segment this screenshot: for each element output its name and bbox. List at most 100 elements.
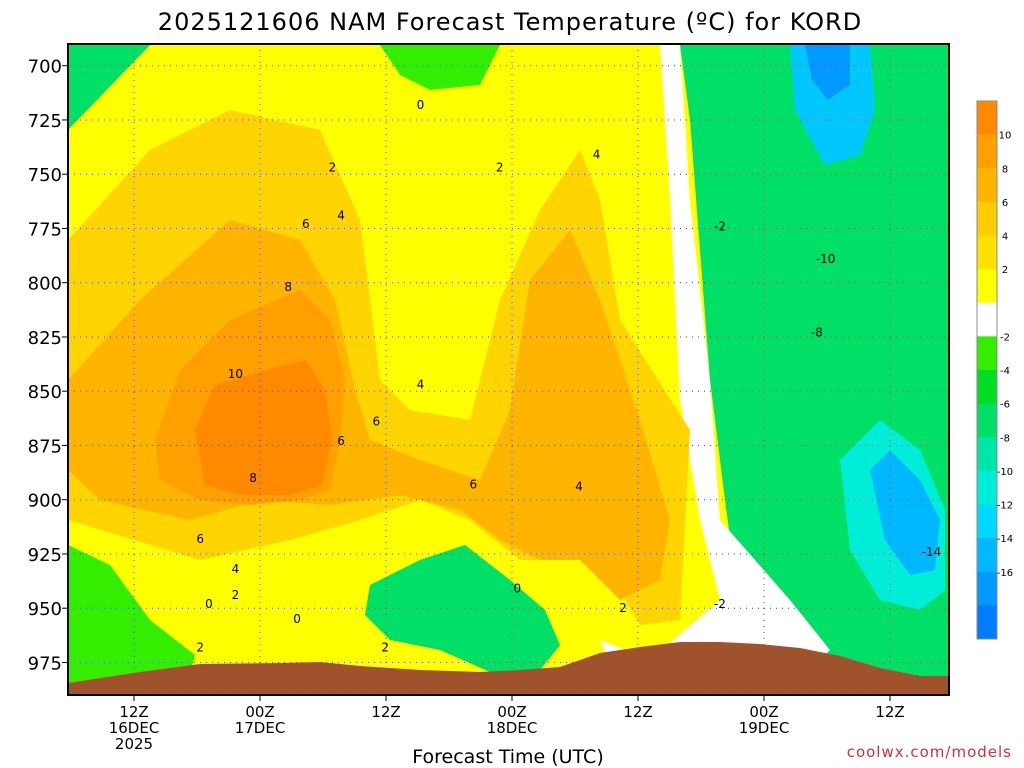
contour-label: 6: [302, 217, 310, 231]
colorbar-legend: 10 8 6 4 2 -2 -4 -6 -8 -10 -12 -14 -16: [976, 100, 1013, 640]
contour-labels: 0 2 2 4 4 6 8 10 4 6 6 8 6 4 6 4 0 2 2 0 2 0 2 -2 -2 -10 -8 -14: [196, 98, 941, 655]
contour-label: -8: [811, 326, 823, 340]
orange-region: [68, 220, 670, 600]
colorbar-label: -16: [997, 568, 1013, 579]
colorbar-label: -8: [1000, 433, 1010, 444]
contour-label: 2: [619, 601, 627, 615]
y-tick-label: 900: [28, 491, 62, 512]
x-tick-label: 00Z: [245, 703, 274, 721]
x-tick-label: 17DEC: [235, 719, 286, 737]
colorbar-swatch: [977, 269, 997, 304]
plot-frame: [67, 43, 950, 696]
y-tick-label: 700: [28, 57, 62, 78]
contour-label: 2: [196, 640, 204, 654]
contour-label: 2: [381, 640, 389, 654]
x-tick-label: 18DEC: [487, 719, 538, 737]
x-tick-label: 12Z: [623, 703, 652, 721]
colorbar-label: 2: [1002, 265, 1008, 276]
cold-pocket-center: [365, 545, 560, 672]
colorbar-label: -2: [1000, 332, 1010, 343]
coldest-core-top: [805, 45, 850, 100]
colorbar-swatch: [977, 235, 997, 270]
colorbar-swatch: [977, 437, 997, 472]
contour-label: 0: [513, 582, 521, 596]
contour-label: 4: [232, 562, 240, 576]
colorbar-swatch: [977, 605, 997, 640]
y-tick-label: 800: [28, 274, 62, 295]
y-tick-label: 725: [28, 111, 62, 132]
contour-label: 8: [284, 280, 292, 294]
x-tick-label: 12Z: [875, 703, 904, 721]
gridlines: [68, 44, 949, 695]
contour-label: 8: [249, 471, 257, 485]
colorbar-swatch: [977, 403, 997, 438]
colorbar-swatch: [977, 538, 997, 573]
contour-label: -14: [922, 545, 942, 559]
contour-label: 10: [228, 367, 243, 381]
contour-label: 6: [337, 434, 345, 448]
x-tick-label: 19DEC: [739, 719, 790, 737]
y-tick-label: 825: [28, 328, 62, 349]
x-tick-label: 00Z: [749, 703, 778, 721]
colorbar-label: -6: [1000, 400, 1010, 411]
contour-label: -2: [714, 597, 726, 611]
white-freezing-zone: [600, 45, 830, 690]
colorbar-label: 10: [999, 131, 1012, 142]
contour-label: 2: [328, 161, 336, 175]
colorbar-swatch: [977, 134, 997, 169]
chart-title: 2025121606 NAM Forecast Temperature (ºC)…: [158, 8, 862, 36]
contour-label: 2: [496, 161, 504, 175]
colorbar-label: -4: [1000, 366, 1010, 377]
coldest-core-right: [870, 450, 940, 575]
contour-label: 0: [293, 612, 301, 626]
contour-label: 2: [232, 588, 240, 602]
y-tick-label: 850: [28, 382, 62, 403]
x-tick-label: 16DEC: [109, 719, 160, 737]
colorbar-swatch: [977, 370, 997, 405]
colorbar-swatch: [977, 470, 997, 505]
contour-label: 0: [205, 597, 213, 611]
temperature-field: [68, 44, 949, 695]
colorbar-swatch: [977, 504, 997, 539]
y-tick-label: 750: [28, 165, 62, 186]
colorbar-swatch: [977, 201, 997, 236]
contour-label: 6: [469, 478, 477, 492]
cold-pocket-left: [68, 545, 195, 685]
colorbar-label: -10: [997, 467, 1013, 478]
colorbar-swatch: [977, 302, 997, 337]
x-tick-label: 12Z: [119, 703, 148, 721]
contour-label: 0: [417, 98, 425, 112]
ground-terrain: [68, 642, 949, 695]
colorbar-label: 4: [1002, 232, 1008, 243]
contour-label: -10: [816, 252, 836, 266]
colorbar-swatch: [977, 101, 997, 136]
contour-label: 4: [337, 208, 345, 222]
colorbar-swatch: [977, 571, 997, 606]
colorbar-label: 6: [1002, 198, 1008, 209]
x-axis-label: Forecast Time (UTC): [412, 746, 603, 768]
warmest-core: [195, 360, 332, 495]
colorbar-swatch: [977, 336, 997, 371]
colorbar-label: -14: [997, 534, 1013, 545]
x-tick-label: 12Z: [371, 703, 400, 721]
x-tick-label: 2025: [115, 735, 153, 753]
y-tick-label: 975: [28, 653, 62, 674]
contour-label: 4: [593, 148, 601, 162]
y-tick-label: 925: [28, 545, 62, 566]
colorbar-frame: [976, 100, 998, 640]
colorbar-swatch: [977, 168, 997, 203]
x-tick-label: 00Z: [497, 703, 526, 721]
contour-label: 6: [196, 532, 204, 546]
y-tick-label: 950: [28, 599, 62, 620]
y-tick-label: 875: [28, 436, 62, 457]
y-axis: 700 725 750 775 800 825 850 875 900 925 950 975: [28, 57, 68, 674]
cold-pocket-top: [380, 45, 500, 90]
colorbar-label: -12: [997, 501, 1013, 512]
contour-label: 4: [575, 480, 583, 494]
colorbar-label: 8: [1002, 164, 1008, 175]
credit-link[interactable]: coolwx.com/models: [847, 743, 1012, 761]
contour-label: -2: [714, 219, 726, 233]
contour-label: 4: [417, 378, 425, 392]
